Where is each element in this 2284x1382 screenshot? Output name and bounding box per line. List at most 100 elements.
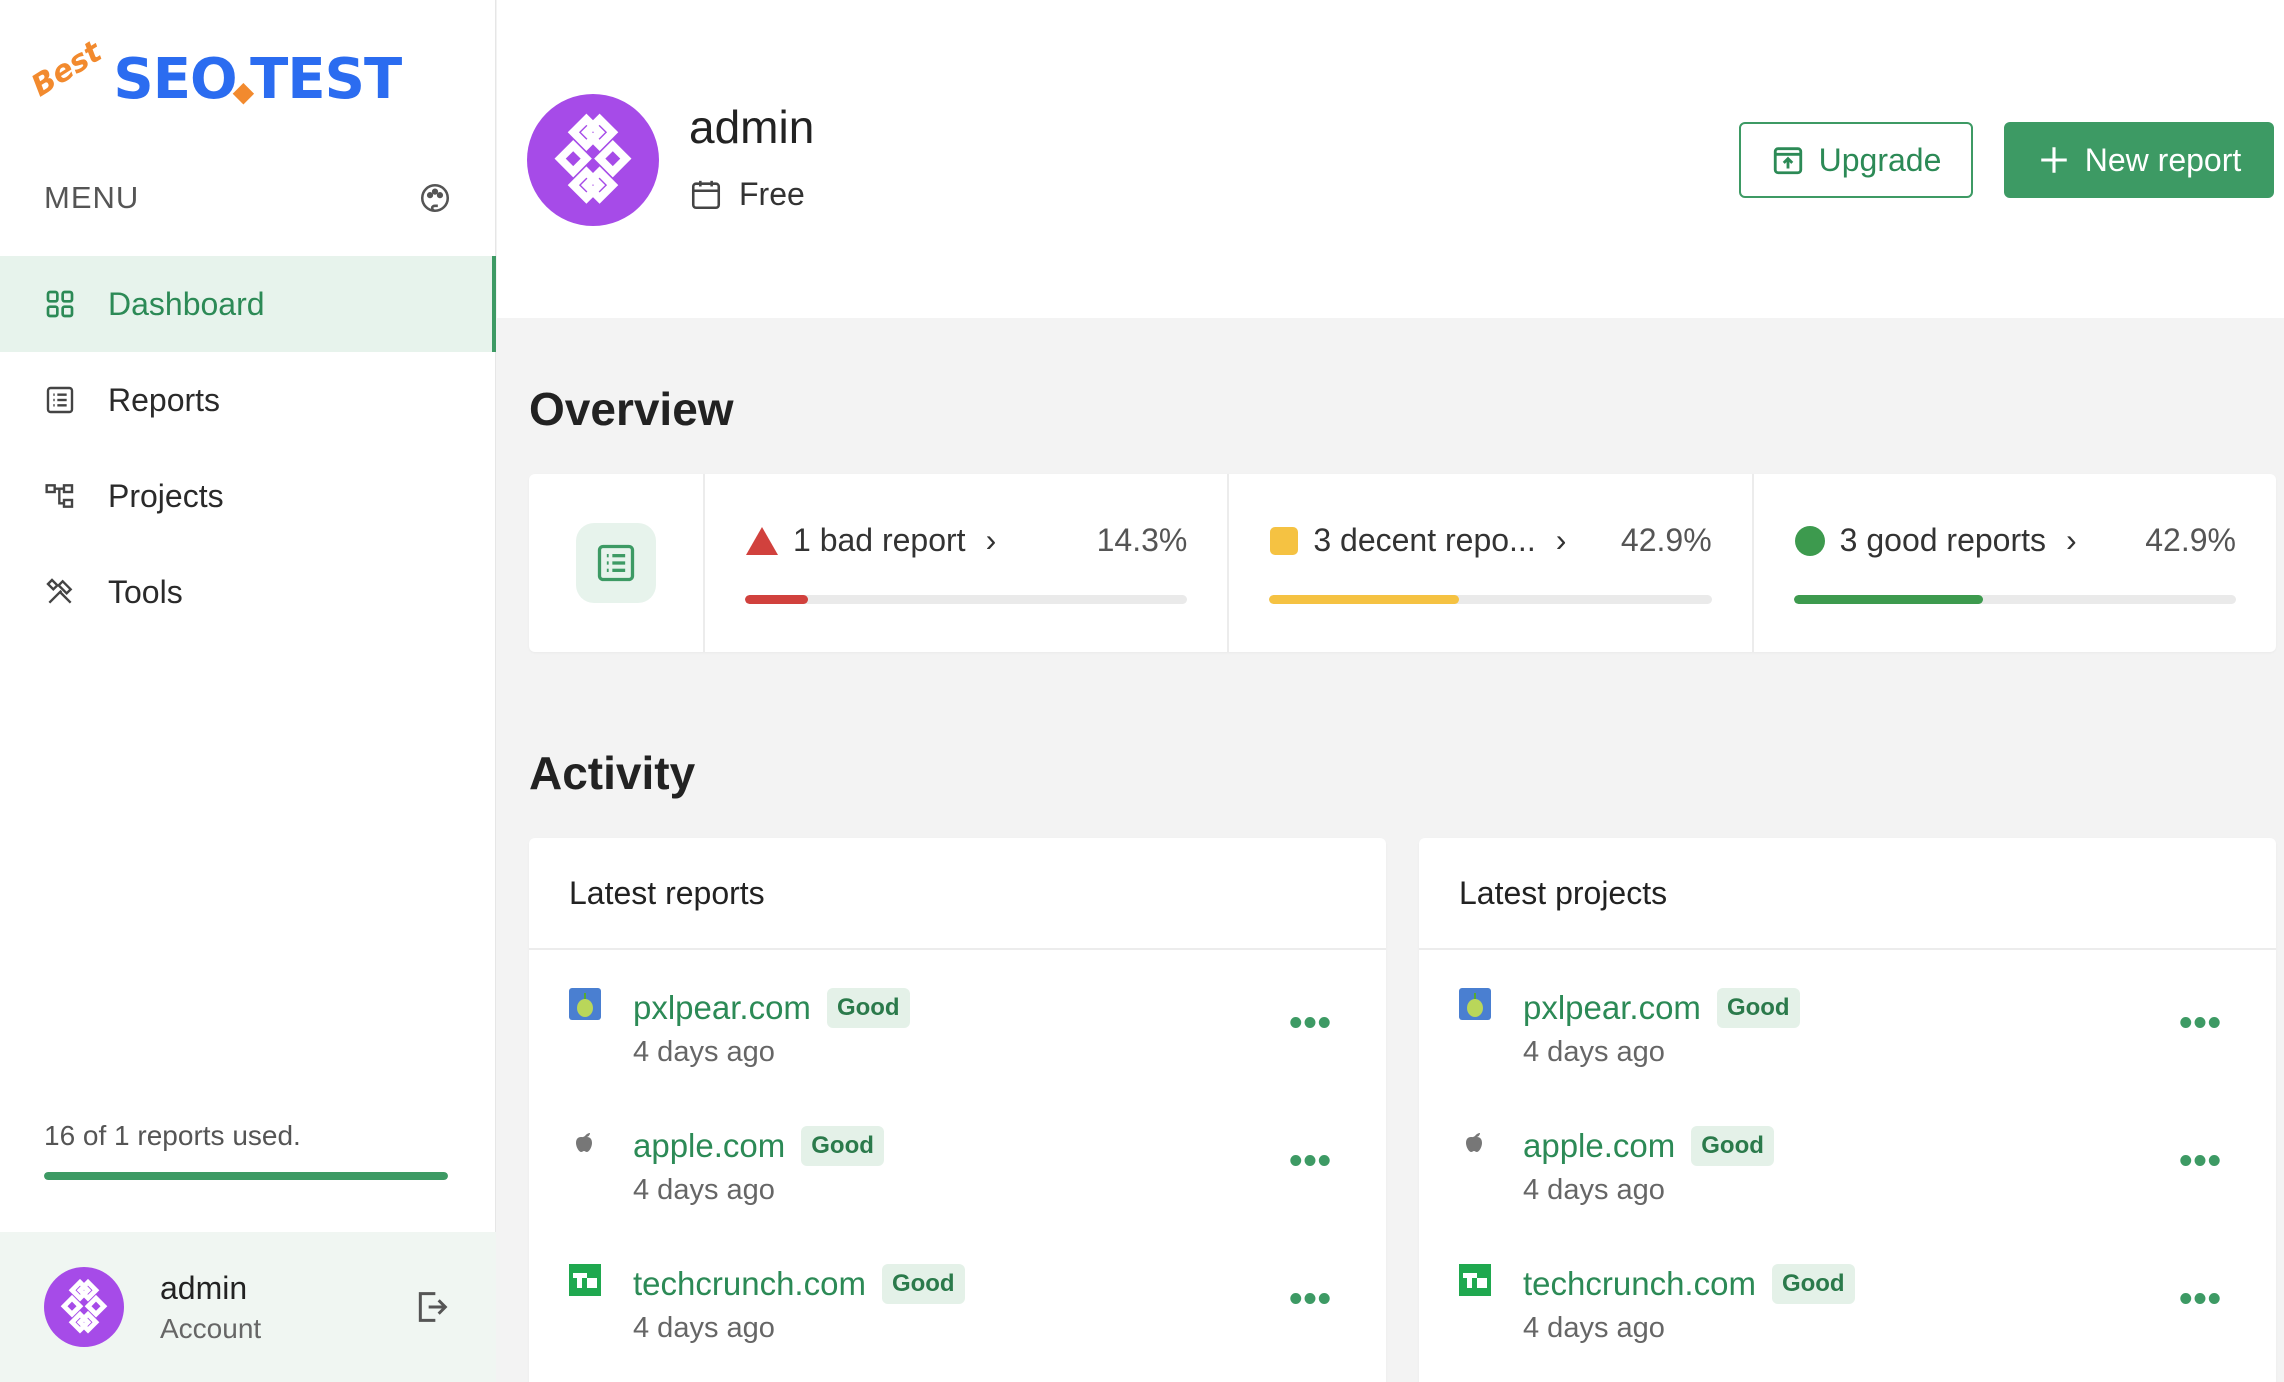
timestamp: 4 days ago [633,1036,775,1068]
account-role: Account [160,1312,262,1344]
sidebar-item-projects[interactable]: Projects [0,448,496,544]
overview-bad[interactable]: 1 bad report › 14.3% [705,474,1230,652]
palette-icon[interactable] [418,181,452,215]
logout-icon[interactable] [412,1287,452,1327]
site-link[interactable]: techcrunch.com [633,1265,866,1302]
new-report-button[interactable]: New report [2004,122,2274,198]
overview-bar [1269,595,1712,604]
site-link[interactable]: apple.com [633,1127,786,1164]
sidebar-item-label: Reports [108,381,221,418]
sidebar-item-label: Dashboard [108,285,265,322]
overview-bad-label: 1 bad report › [745,522,996,559]
overview-decent[interactable]: 3 decent repo... › 42.9% [1229,474,1754,652]
status-badge: Good [826,988,910,1028]
list-item: apple.com Good 4 days ago ••• [1419,1088,2276,1226]
account-info: admin Account [160,1270,412,1345]
plan-label: Free [689,176,805,213]
timestamp: 4 days ago [1523,1312,1665,1344]
overview-percent: 42.9% [1620,522,1712,558]
overview-bar [745,595,1188,604]
usage-progress-fill [44,1172,448,1180]
more-options-icon[interactable]: ••• [2179,1278,2222,1320]
usage-meter: 16 of 1 reports used. [44,1120,448,1180]
list-item: pxlpear.com Good 4 days ago ••• [1419,950,2276,1088]
status-badge: Good [1716,988,1800,1028]
circle-icon [1794,525,1825,556]
user-avatar [527,94,659,226]
logo[interactable]: Best SEO ◆ TEST [25,34,402,112]
apple-icon [1466,1133,1482,1152]
usage-progress-bar [44,1172,448,1180]
overview-bar-fill [1793,595,1984,604]
logo-dot: ◆ [232,76,255,107]
overview-percent: 42.9% [2145,522,2236,558]
logo-name-right: TEST [250,47,402,112]
overview-label-text: 1 bad report [793,522,966,558]
account-name: admin [160,1269,248,1306]
upgrade-icon [1773,147,1802,175]
status-badge: Good [801,1126,884,1166]
latest-projects-card: Latest projects pxlpear.com Good 4 days … [1419,838,2276,1382]
site-link[interactable]: techcrunch.com [1523,1265,1756,1302]
more-options-icon[interactable]: ••• [2179,1002,2222,1044]
overview-panel: 1 bad report › 14.3% 3 decent repo... › … [529,474,2276,652]
techcrunch-icon [569,1264,601,1296]
pear-icon [569,988,601,1020]
status-badge: Good [1691,1126,1774,1166]
overview-percent: 14.3% [1096,522,1188,558]
page-user-name: admin [689,101,815,153]
plan-name: Free [739,176,805,212]
menu-header: MENU [44,180,452,216]
techcrunch-icon [1459,1264,1491,1296]
card-title: Latest projects [1419,838,2276,950]
chevron-right-icon: › [985,522,997,558]
activity-title: Activity [529,747,696,799]
more-options-icon[interactable]: ••• [1289,1278,1332,1320]
pear-icon [1459,988,1491,1020]
upgrade-button[interactable]: Upgrade [1739,122,1973,198]
more-options-icon[interactable]: ••• [1289,1002,1332,1044]
report-list-icon [597,544,635,582]
sidebar-item-tools[interactable]: Tools [0,544,496,640]
account-panel[interactable]: admin Account [0,1232,496,1382]
sidebar-item-label: Tools [108,573,183,610]
list-item: apple.com Good 4 days ago ••• [529,1088,1386,1226]
timestamp: 4 days ago [1523,1036,1665,1068]
sidebar-item-dashboard[interactable]: Dashboard [0,256,496,352]
more-options-icon[interactable]: ••• [2179,1140,2222,1182]
overview-good[interactable]: 3 good reports › 42.9% [1754,474,2276,652]
overview-label-text: 3 good reports [1839,522,2047,558]
logo-name-left: SEO [113,47,237,112]
sidebar-item-label: Projects [108,477,224,514]
calendar-icon [691,180,721,209]
timestamp: 4 days ago [633,1174,775,1206]
overview-bar-fill [745,595,809,604]
timestamp: 4 days ago [633,1312,775,1344]
chevron-right-icon: › [1555,522,1567,558]
triangle-warning-icon [746,526,778,555]
list-item: techcrunch.com Good 4 days ago ••• [1419,1226,2276,1364]
grid-icon [42,286,78,322]
chevron-right-icon: › [2066,522,2077,558]
avatar [44,1267,124,1347]
top-bar: admin Free Upgrade New report [497,0,2284,318]
list-icon [42,382,78,418]
upgrade-label: Upgrade [1818,141,1942,178]
latest-reports-card: Latest reports pxlpear.com Good 4 days a… [529,838,1386,1382]
tools-icon [42,574,78,610]
site-link[interactable]: apple.com [1523,1127,1676,1164]
overview-bar [1793,595,2236,604]
list-item: pxlpear.com Good 4 days ago ••• [529,950,1386,1088]
overview-icon-cell [529,474,705,652]
sidebar-item-reports[interactable]: Reports [0,352,496,448]
more-options-icon[interactable]: ••• [1289,1140,1332,1182]
sidebar-nav: Dashboard Reports Projects [0,256,496,640]
status-badge: Good [881,1264,965,1304]
logo-prefix: Best [25,34,108,104]
usage-text: 16 of 1 reports used. [44,1120,301,1151]
site-link[interactable]: pxlpear.com [633,989,811,1026]
overview-good-label: 3 good reports › [1794,522,2077,559]
card-title: Latest reports [529,838,1386,950]
site-link[interactable]: pxlpear.com [1523,989,1701,1026]
hierarchy-icon [42,478,78,514]
